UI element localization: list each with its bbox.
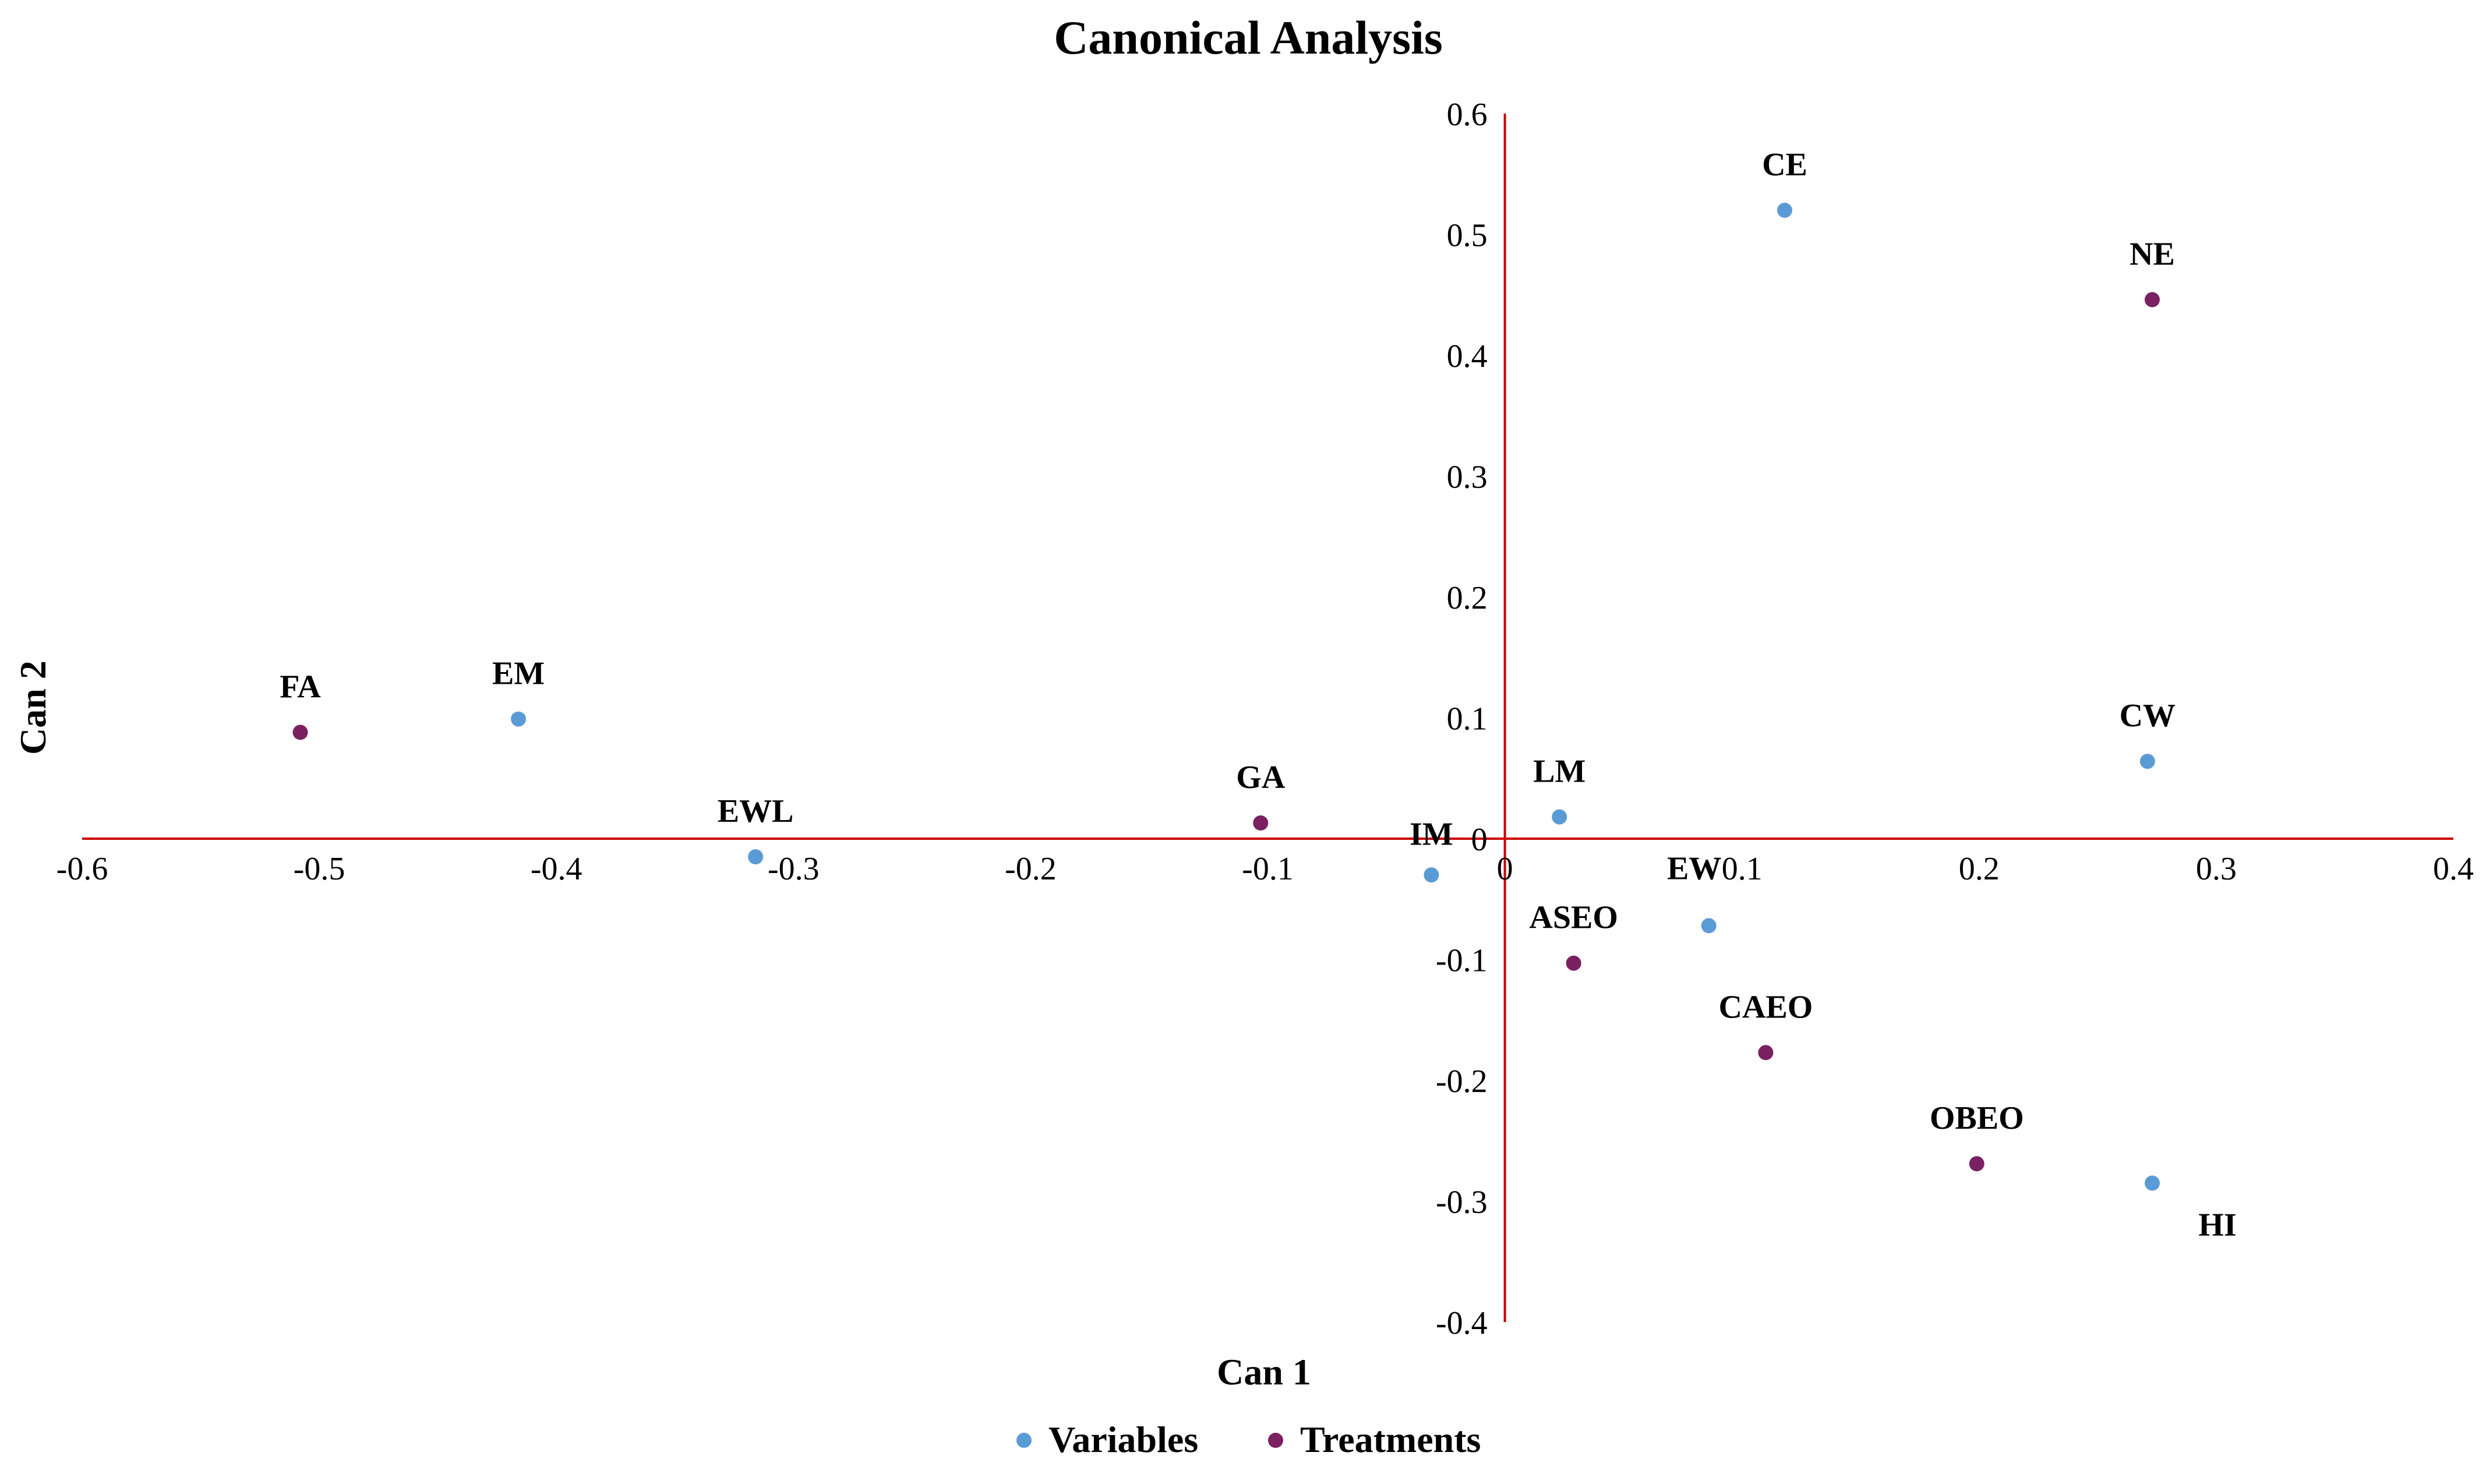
y-tick-label: -0.4 [1436,1305,1488,1341]
point-label-ga: GA [1236,759,1286,796]
point-lm [1552,809,1567,825]
y-tick-label: 0 [1471,822,1488,858]
point-label-fa: FA [280,669,321,705]
x-axis-ticks: -0.6 -0.5 -0.4 -0.3 -0.2 -0.1 0 0.1 0.2 0.3 0.4 [57,851,2474,887]
point-label-aseo: ASEO [1529,900,1618,936]
point-label-ew: EW [1667,850,1721,886]
point-label-hi: HI [2198,1207,2236,1243]
y-tick-label: -0.2 [1436,1063,1488,1100]
point-label-cw: CW [2120,698,2176,734]
point-ew [1701,918,1717,934]
y-tick-label: -0.3 [1436,1185,1488,1221]
point-em [511,711,527,727]
point-caeo [1758,1045,1774,1061]
y-tick-label: 0.5 [1447,218,1488,254]
y-axis-ticks: 0.6 0.5 0.4 0.3 0.2 0.1 0 -0.1 -0.2 -0.3 -0.4 [1436,97,1488,1341]
x-tick-label: -0.4 [531,851,582,887]
legend-marker-variables [1016,1433,1032,1448]
x-tick-label: -0.1 [1242,851,1294,887]
x-tick-label: -0.5 [294,851,345,887]
x-tick-label: -0.2 [1005,851,1057,887]
y-tick-label: 0.3 [1447,460,1488,496]
x-tick-label: 0.1 [1722,851,1763,887]
axes [82,114,2453,1322]
x-tick-label: 0.3 [2196,851,2237,887]
point-im [1424,867,1439,883]
y-tick-label: -0.1 [1436,943,1488,979]
y-axis-title: Can 2 [12,660,54,755]
y-tick-label: 0.6 [1447,97,1488,133]
point-cw [2139,754,2155,769]
data-points: CE CW EM EWL LM IM EW HI NE FA GA ASEO CAEO OBEO [280,147,2236,1243]
point-aseo [1566,955,1581,971]
point-hi [2144,1175,2160,1191]
x-tick-label: 0.4 [2433,851,2474,887]
legend-marker-treatments [1268,1433,1283,1448]
point-ce [1777,203,1792,218]
point-label-ewl: EWL [718,793,794,829]
point-label-caeo: CAEO [1719,989,1813,1025]
x-tick-label: 0 [1497,851,1513,887]
x-axis-title: Can 1 [1217,1351,1311,1393]
point-fa [292,725,308,740]
point-label-obeo: OBEO [1930,1100,2024,1136]
y-tick-label: 0.1 [1447,701,1488,737]
point-label-ne: NE [2130,236,2175,273]
legend: Variables Treatments [1016,1419,1481,1460]
point-label-im: IM [1410,816,1453,852]
x-tick-label: 0.2 [1959,851,2000,887]
legend-label-variables: Variables [1048,1419,1198,1460]
point-ewl [748,849,764,865]
point-label-em: EM [492,656,545,692]
y-tick-label: 0.4 [1447,338,1488,374]
point-ne [2144,292,2160,308]
y-tick-label: 0.2 [1447,580,1488,616]
legend-label-treatments: Treatments [1300,1419,1481,1460]
chart-title: Canonical Analysis [1054,11,1443,64]
point-obeo [1969,1156,1984,1172]
x-tick-label: -0.6 [57,851,108,887]
point-ga [1253,815,1269,831]
point-label-lm: LM [1533,754,1585,790]
x-tick-label: -0.3 [768,851,820,887]
point-label-ce: CE [1762,147,1807,183]
